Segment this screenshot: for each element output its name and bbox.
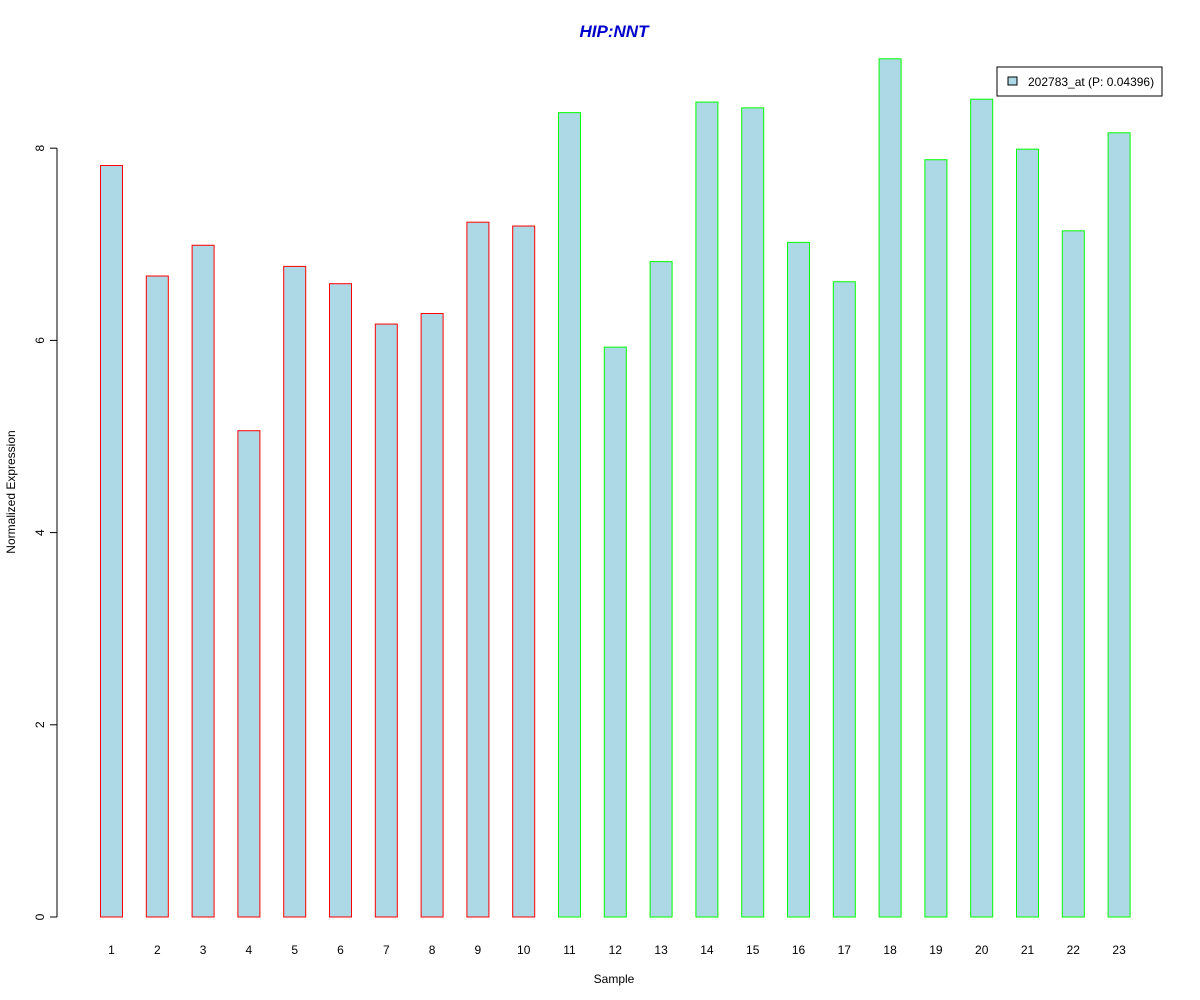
bars	[100, 58, 1131, 918]
x-tick-label: 16	[792, 943, 806, 957]
x-tick-label: 12	[609, 943, 623, 957]
x-tick-label: 22	[1067, 943, 1081, 957]
chart-title: HIP:NNT	[580, 22, 651, 41]
bar	[374, 323, 398, 918]
bar	[603, 346, 627, 918]
x-tick-label: 21	[1021, 943, 1035, 957]
x-tick-label: 5	[291, 943, 298, 957]
bar	[1107, 132, 1131, 918]
x-tick-label: 6	[337, 943, 344, 957]
y-axis-label: Normalized Expression	[4, 430, 18, 553]
bar	[878, 58, 902, 918]
x-tick-label: 23	[1112, 943, 1126, 957]
y-axis: 0 2 4 6 8	[33, 145, 58, 920]
x-tick-label: 2	[154, 943, 161, 957]
y-tick-label: 8	[33, 145, 47, 152]
y-tick-label: 4	[33, 529, 47, 536]
bar	[970, 98, 994, 918]
bar	[1016, 148, 1039, 918]
bar	[649, 261, 673, 918]
x-tick-label: 9	[475, 943, 482, 957]
x-tick-label: 1	[108, 943, 115, 957]
x-tick-label: 19	[929, 943, 943, 957]
x-tick-label: 14	[700, 943, 714, 957]
bar	[420, 312, 444, 918]
bar	[191, 244, 215, 918]
bar	[329, 283, 352, 918]
bar	[237, 430, 261, 918]
x-tick-label: 8	[429, 943, 436, 957]
y-tick-label: 0	[33, 913, 47, 920]
bar	[832, 281, 856, 918]
bar	[512, 225, 536, 918]
x-tick-label: 18	[883, 943, 897, 957]
x-tick-label: 4	[246, 943, 253, 957]
legend: 202783_at (P: 0.04396)	[996, 66, 1163, 97]
bar	[558, 112, 581, 918]
x-tick-label: 20	[975, 943, 989, 957]
legend-swatch	[1007, 76, 1018, 86]
bar	[145, 275, 169, 918]
bar	[787, 241, 810, 918]
x-tick-label: 17	[838, 943, 852, 957]
y-tick-label: 6	[33, 337, 47, 344]
x-tick-label: 11	[563, 943, 576, 957]
x-tick-label: 13	[654, 943, 668, 957]
legend-box	[996, 66, 1163, 97]
bar	[924, 159, 948, 918]
x-tick-label: 3	[200, 943, 207, 957]
x-tick-label: 7	[383, 943, 390, 957]
bar	[1061, 230, 1085, 918]
bar	[695, 101, 719, 918]
x-tick-labels: 1 2 3 4 5 6 7 8 9 10 11 12 13 14 15 16 17 18 19 20 21 22 23	[108, 943, 1126, 957]
x-tick-label: 15	[746, 943, 760, 957]
bar	[100, 164, 123, 918]
bar	[741, 107, 765, 918]
legend-label: 202783_at (P: 0.04396)	[1028, 75, 1154, 89]
y-tick-label: 2	[33, 721, 47, 728]
x-tick-label: 10	[517, 943, 531, 957]
bar	[283, 265, 307, 918]
bar	[466, 221, 490, 918]
x-axis-label: Sample	[594, 972, 635, 986]
